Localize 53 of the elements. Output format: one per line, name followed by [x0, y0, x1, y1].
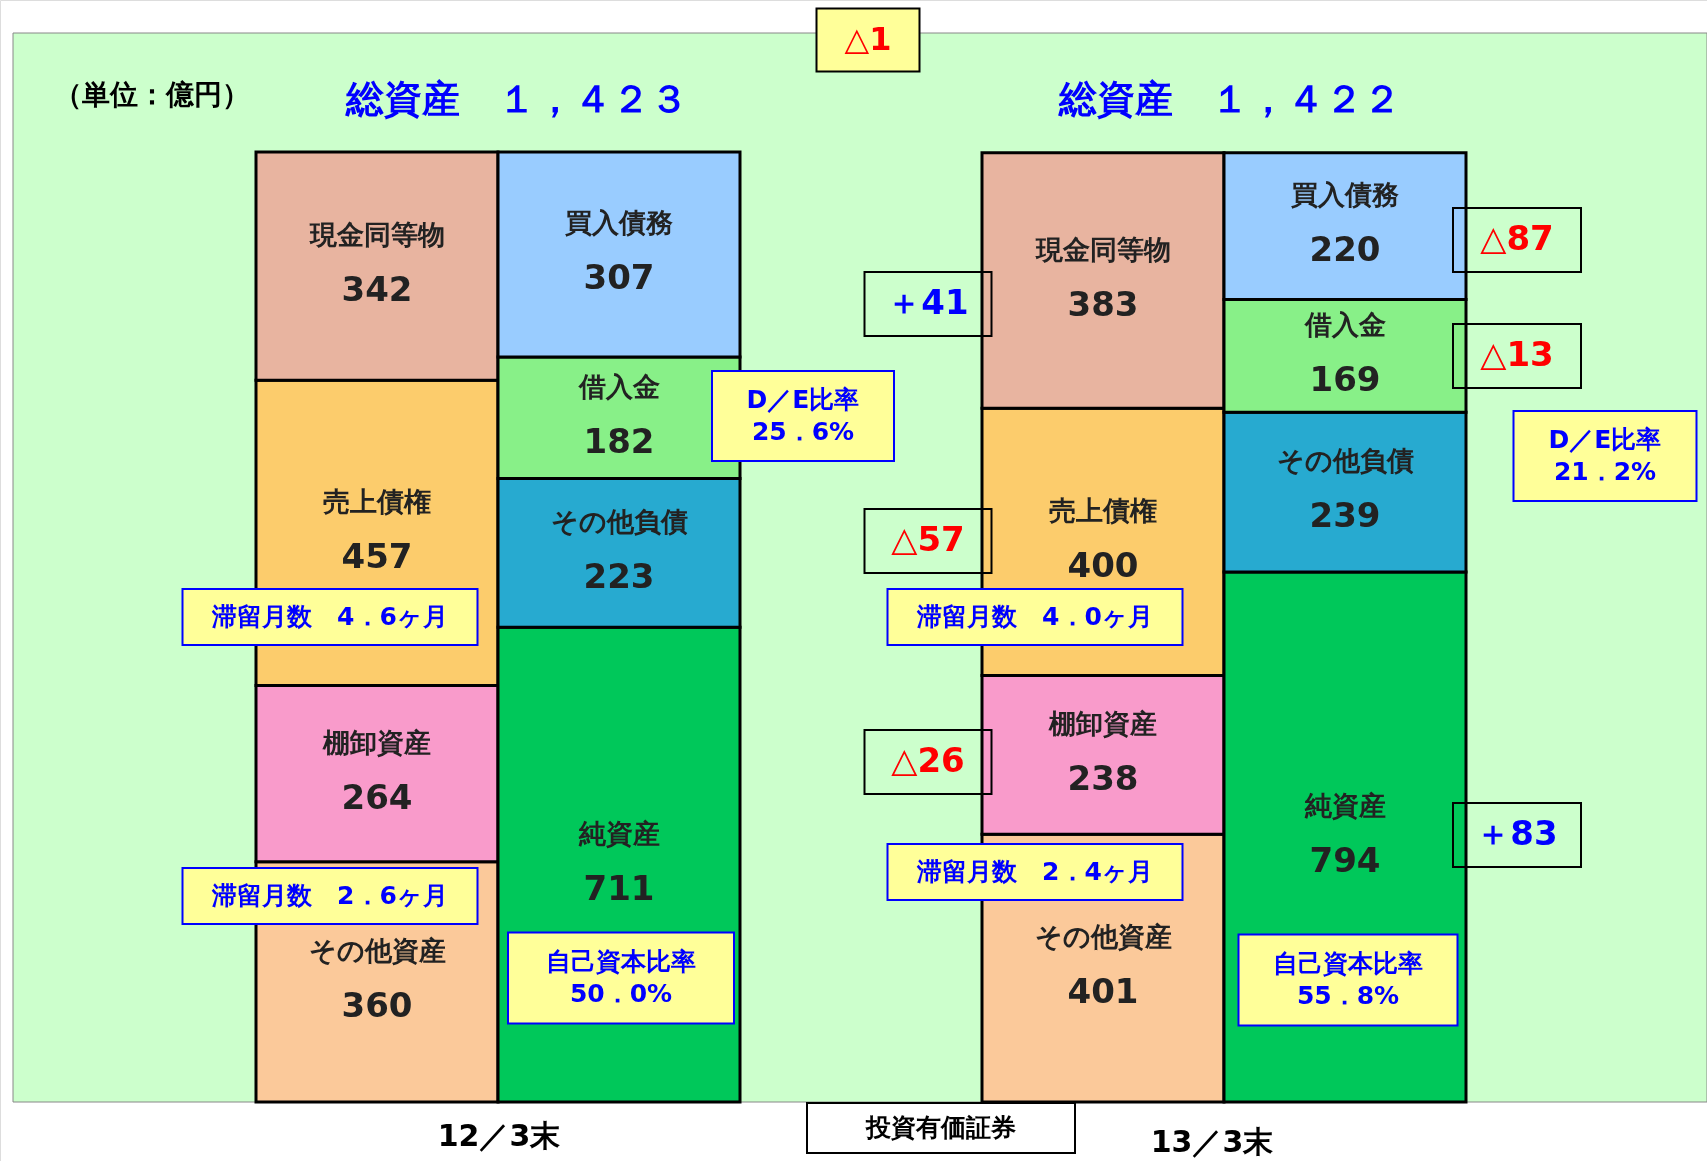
annotation: 滞留月数 2．6ヶ月	[211, 881, 448, 910]
data-label: 383	[1067, 283, 1139, 324]
text: その他負債	[1276, 445, 1414, 477]
text: 借入金	[578, 370, 660, 402]
data-label: 169	[1309, 358, 1381, 399]
series-label: 棚卸資産	[1048, 707, 1157, 739]
series-label: 借入金	[1303, 308, 1386, 340]
series-label: その他資産	[308, 934, 446, 966]
data-label: 223	[583, 555, 655, 596]
text: 総資産 １，４２３	[345, 77, 688, 121]
annotation: 自己資本比率 50．0%	[546, 946, 696, 1009]
text: その他資産	[1034, 921, 1172, 953]
text: 純資産	[1304, 789, 1386, 821]
annotation: 自己資本比率 55．8%	[1273, 948, 1423, 1011]
annotation: △26	[891, 740, 965, 780]
series-label: その他負債	[550, 505, 688, 537]
data-label: 342	[341, 269, 413, 310]
annotation: △87	[1480, 218, 1554, 258]
data-label: 401	[1067, 971, 1139, 1012]
series-label: 現金同等物	[308, 219, 445, 251]
annotation: D／E比率 25．6%	[746, 384, 860, 447]
data-label: 307	[583, 257, 655, 298]
data-label: 457	[341, 535, 413, 576]
annotation: △13	[1480, 334, 1554, 374]
data-label: 400	[1067, 544, 1139, 585]
data-label: 711	[583, 867, 655, 908]
data-label: 264	[341, 776, 413, 817]
series-label: 純資産	[577, 817, 660, 849]
data-label: 182	[583, 420, 655, 461]
text: （単位：億円）	[54, 78, 250, 111]
annotation: △57	[891, 519, 965, 559]
series-label: 売上債権	[323, 485, 431, 517]
annotation: 滞留月数 2．4ヶ月	[916, 857, 1153, 886]
data-label: 239	[1309, 495, 1381, 536]
text: 総資産 １，４２２	[1058, 77, 1401, 121]
annotation: 滞留月数 4．6ヶ月	[211, 602, 448, 631]
annotation: 滞留月数 4．0ヶ月	[916, 602, 1153, 631]
text: 12／3末	[437, 1118, 561, 1153]
data-label: 238	[1067, 757, 1139, 798]
data-label: 360	[341, 984, 413, 1025]
data-label: 220	[1309, 229, 1381, 270]
annotation: ＋83	[1476, 813, 1558, 853]
text: △1	[844, 20, 892, 58]
series-label: 買入債務	[1291, 179, 1399, 211]
annotation: ＋41	[887, 282, 969, 322]
text: 13／3末	[1150, 1124, 1274, 1159]
annotation: D／E比率 21．2%	[1548, 424, 1662, 487]
text: 現金同等物	[1035, 233, 1171, 265]
data-label: 794	[1309, 839, 1381, 880]
text: 売上債権	[1049, 494, 1157, 526]
text: 投資有価証券	[865, 1113, 1016, 1142]
text: 棚卸資産	[323, 726, 431, 758]
text: 買入債務	[565, 207, 673, 239]
